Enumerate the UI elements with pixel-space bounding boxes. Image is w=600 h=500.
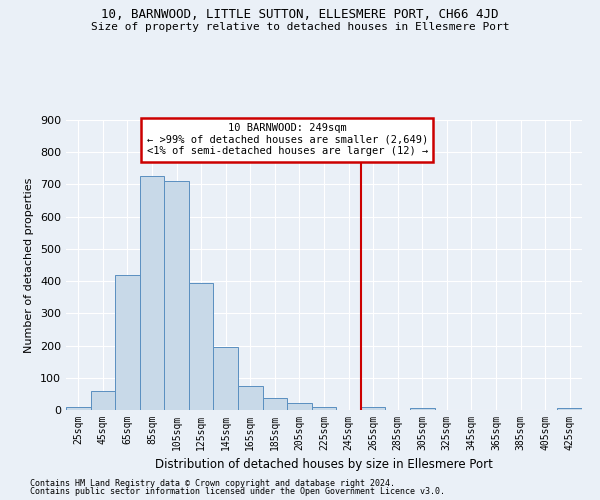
- Bar: [287, 403, 312, 410]
- Text: Contains HM Land Registry data © Crown copyright and database right 2024.: Contains HM Land Registry data © Crown c…: [30, 478, 395, 488]
- Bar: [410, 408, 434, 410]
- X-axis label: Distribution of detached houses by size in Ellesmere Port: Distribution of detached houses by size …: [155, 458, 493, 471]
- Bar: [361, 407, 385, 410]
- Text: 10 BARNWOOD: 249sqm
← >99% of detached houses are smaller (2,649)
<1% of semi-de: 10 BARNWOOD: 249sqm ← >99% of detached h…: [146, 123, 428, 156]
- Bar: [214, 347, 238, 410]
- Bar: [263, 398, 287, 410]
- Bar: [66, 407, 91, 410]
- Text: Size of property relative to detached houses in Ellesmere Port: Size of property relative to detached ho…: [91, 22, 509, 32]
- Bar: [115, 274, 140, 410]
- Y-axis label: Number of detached properties: Number of detached properties: [25, 178, 34, 352]
- Bar: [238, 386, 263, 410]
- Bar: [164, 181, 189, 410]
- Bar: [557, 408, 582, 410]
- Bar: [91, 390, 115, 410]
- Text: Contains public sector information licensed under the Open Government Licence v3: Contains public sector information licen…: [30, 487, 445, 496]
- Text: 10, BARNWOOD, LITTLE SUTTON, ELLESMERE PORT, CH66 4JD: 10, BARNWOOD, LITTLE SUTTON, ELLESMERE P…: [101, 8, 499, 20]
- Bar: [189, 282, 214, 410]
- Bar: [312, 407, 336, 410]
- Bar: [140, 176, 164, 410]
